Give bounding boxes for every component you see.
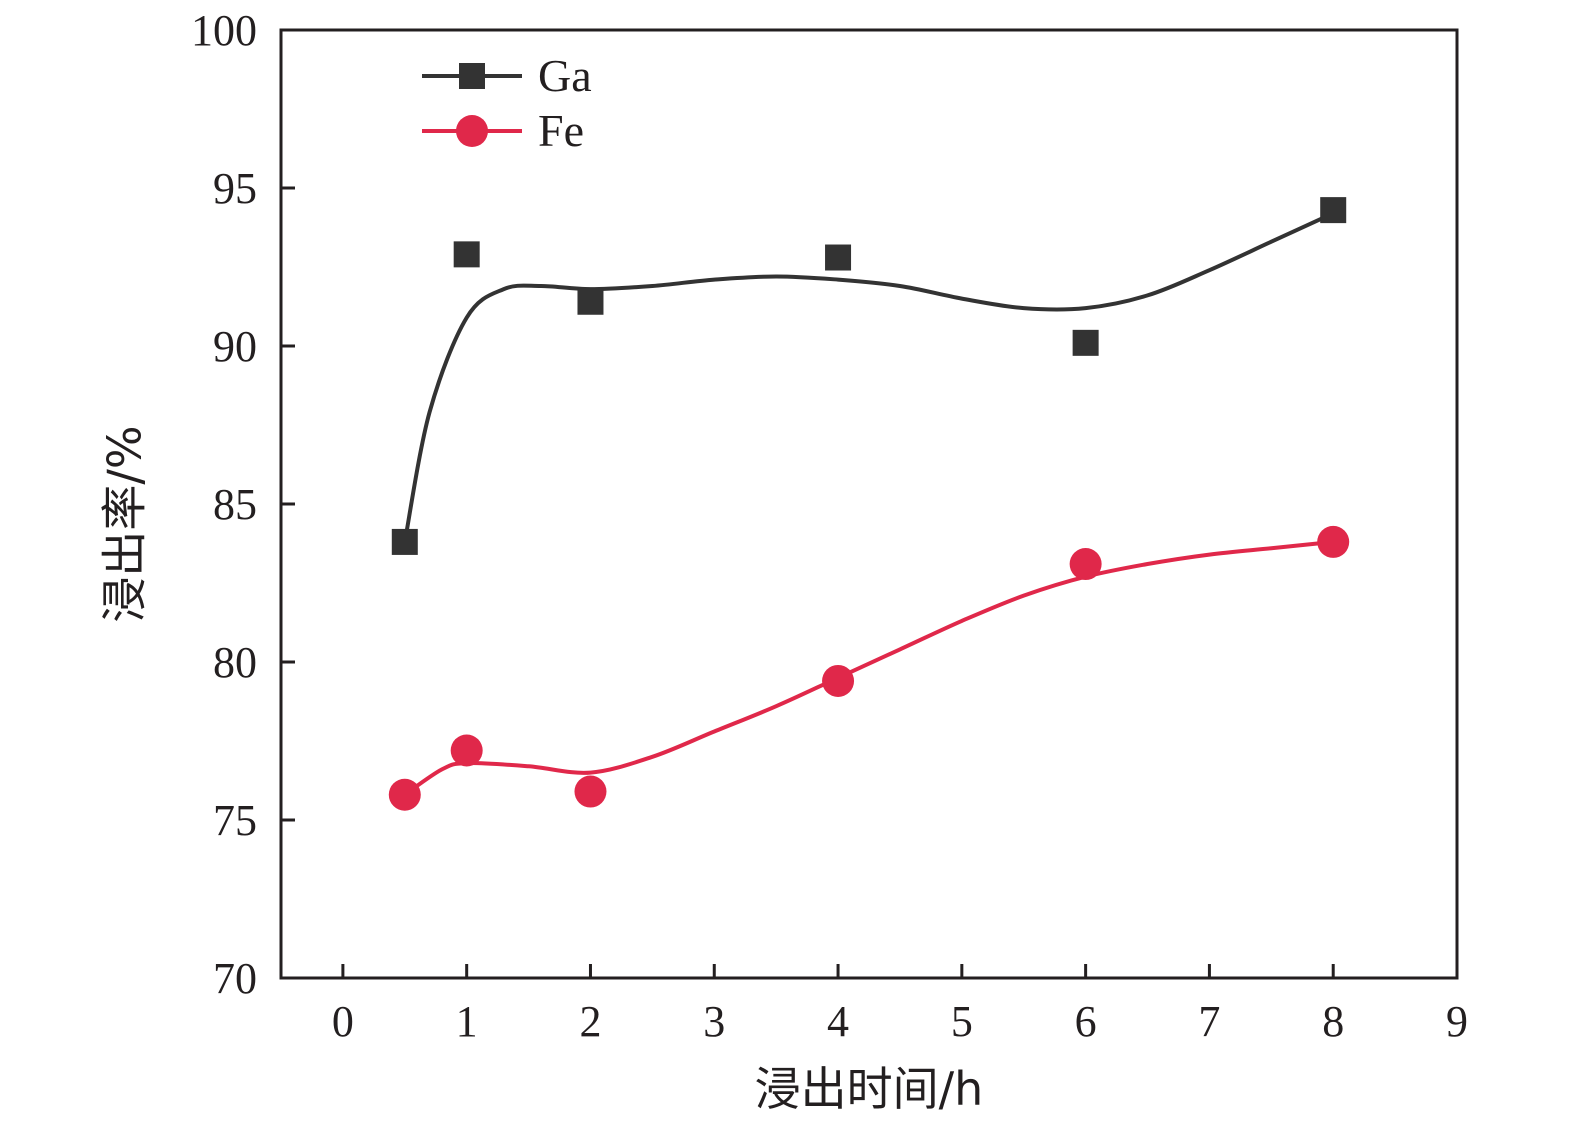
y-tick-label: 90 <box>213 322 257 371</box>
x-tick-label: 2 <box>579 997 601 1046</box>
x-axis-title: 浸出时间/h <box>755 1062 984 1116</box>
y-axis-title: 浸出率/% <box>98 425 152 622</box>
y-tick-label: 100 <box>191 6 257 55</box>
legend-label-fe: Fe <box>538 105 584 156</box>
x-tick-labels: 0 1 2 3 4 5 6 7 8 9 <box>332 997 1468 1046</box>
marker-ga <box>825 244 852 271</box>
marker-ga <box>1072 329 1099 356</box>
y-tick-label: 70 <box>213 954 257 1003</box>
fit-curve-ga <box>402 211 1335 543</box>
marker-fe <box>388 778 421 811</box>
y-tick-label: 85 <box>213 480 257 529</box>
y-tick-labels: 70 75 80 85 90 95 100 <box>191 6 257 1003</box>
axis-ticks <box>281 28 1459 980</box>
marker-ga <box>577 288 604 315</box>
marker-fe <box>1069 548 1102 581</box>
y-tick-label: 80 <box>213 638 257 687</box>
legend-marker-fe <box>456 115 488 147</box>
marker-fe <box>1317 525 1350 558</box>
legend-item-ga: Ga <box>422 50 592 101</box>
x-tick-label: 9 <box>1446 997 1468 1046</box>
marker-ga <box>1320 197 1347 224</box>
marker-fe <box>822 664 855 697</box>
plot-frame <box>279 28 1459 980</box>
x-tick-label: 4 <box>827 997 849 1046</box>
fit-curves <box>402 211 1335 797</box>
x-tick-label: 3 <box>703 997 725 1046</box>
x-tick-label: 8 <box>1322 997 1344 1046</box>
legend-item-fe: Fe <box>422 105 584 156</box>
marker-ga <box>391 528 418 555</box>
fit-curve-fe <box>403 539 1334 797</box>
x-tick-label: 7 <box>1198 997 1220 1046</box>
y-tick-label: 95 <box>213 164 257 213</box>
legend-marker-ga <box>459 63 485 89</box>
marker-ga <box>453 241 480 268</box>
x-tick-label: 1 <box>456 997 478 1046</box>
x-tick-label: 6 <box>1075 997 1097 1046</box>
data-markers <box>388 197 1350 811</box>
y-tick-label: 75 <box>213 796 257 845</box>
x-tick-label: 0 <box>332 997 354 1046</box>
marker-fe <box>450 734 483 767</box>
legend-label-ga: Ga <box>538 50 592 101</box>
x-tick-label: 5 <box>951 997 973 1046</box>
legend: Ga Fe <box>422 50 592 156</box>
marker-fe <box>574 775 607 808</box>
